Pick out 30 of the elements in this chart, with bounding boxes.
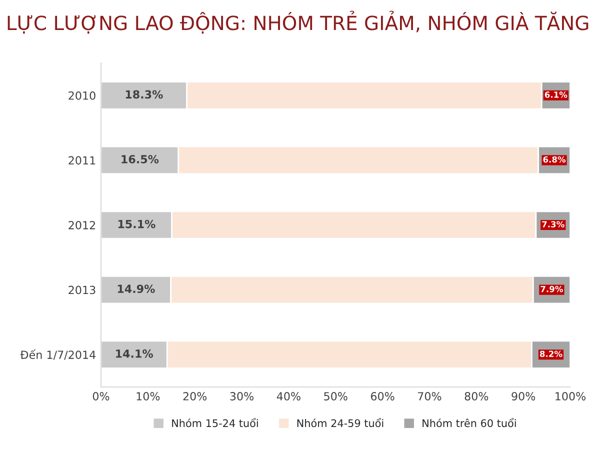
x-tick-label: 80% — [464, 392, 488, 400]
x-tick-label: 50% — [324, 392, 348, 400]
data-label: 6.8% — [543, 156, 566, 163]
x-tick-label: 100% — [556, 392, 586, 400]
x-tick-label: 90% — [512, 392, 536, 400]
data-label: 14.1% — [116, 349, 153, 358]
y-tick-label: 2012 — [68, 220, 96, 230]
x-tick-label: 10% — [136, 392, 160, 400]
x-tick-label: 0% — [92, 392, 110, 400]
x-tick-label: 40% — [276, 392, 300, 400]
x-tick-label: 70% — [418, 392, 442, 400]
x-tick-label: 20% — [183, 392, 207, 400]
data-label: 7.3% — [542, 221, 564, 228]
chart-title: LỰC LƯỢNG LAO ĐỘNG: NHÓM TRẺ GIẢM, NHÓM GIÀ TĂNG — [8, 10, 588, 34]
legend-label: Nhóm 24-59 tuổi — [297, 418, 384, 428]
x-tick-label: 60% — [370, 392, 394, 400]
y-tick-label: 2011 — [68, 156, 96, 165]
data-label: 16.5% — [122, 155, 159, 164]
data-label: 7.9% — [540, 286, 563, 292]
data-label: 15.1% — [118, 220, 156, 228]
data-label: 8.2% — [540, 350, 562, 358]
data-label: 14.9% — [118, 284, 155, 294]
legend-label: Nhóm 15-24 tuổi — [172, 418, 258, 428]
legend-label: Nhóm trên 60 tuổi — [422, 418, 516, 428]
y-tick-label: 2013 — [68, 286, 96, 294]
data-label: 6.1% — [544, 92, 568, 98]
y-tick-label: Đến 1/7/2014 — [20, 349, 96, 360]
data-label: 18.3% — [126, 90, 163, 99]
x-tick-label: 30% — [230, 392, 254, 400]
y-tick-label: 2010 — [68, 91, 96, 100]
